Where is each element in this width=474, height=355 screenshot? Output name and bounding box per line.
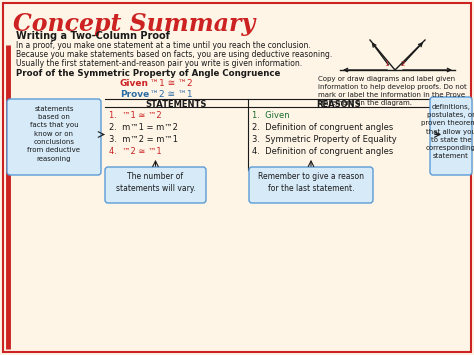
- Text: Copy or draw diagrams and label given
information to help develop proofs. Do not: Copy or draw diagrams and label given in…: [318, 76, 467, 106]
- Text: Proof of the Symmetric Property of Angle Congruence: Proof of the Symmetric Property of Angle…: [16, 69, 281, 78]
- Text: 3.  Symmetric Property of Equality: 3. Symmetric Property of Equality: [252, 135, 397, 144]
- Text: 2: 2: [401, 61, 405, 67]
- Text: REASONS: REASONS: [317, 100, 361, 109]
- Text: Remember to give a reason
for the last statement.: Remember to give a reason for the last s…: [258, 172, 364, 193]
- FancyBboxPatch shape: [105, 167, 206, 203]
- Text: Given: Given: [120, 79, 149, 88]
- Text: 4.  Definition of congruent angles: 4. Definition of congruent angles: [252, 147, 393, 156]
- Text: In a proof, you make one statement at a time until you reach the conclusion.: In a proof, you make one statement at a …: [16, 41, 311, 50]
- FancyBboxPatch shape: [430, 97, 472, 175]
- Text: 1.  ™1 ≅ ™2: 1. ™1 ≅ ™2: [109, 111, 162, 120]
- Text: 1: 1: [384, 61, 389, 67]
- Text: Writing a Two-Column Proof: Writing a Two-Column Proof: [16, 31, 170, 41]
- Text: 2.  Definition of congruent angles: 2. Definition of congruent angles: [252, 123, 393, 132]
- Text: 4.  ™2 ≅ ™1: 4. ™2 ≅ ™1: [109, 147, 162, 156]
- Text: The number of
statements will vary.: The number of statements will vary.: [116, 172, 195, 193]
- Text: statements
based on
facts that you
know or on
conclusions
from deductive
reasoni: statements based on facts that you know …: [27, 106, 81, 162]
- Text: 3.  m™2 = m™1: 3. m™2 = m™1: [109, 135, 178, 144]
- Text: Prove: Prove: [120, 90, 149, 99]
- Text: Because you make statements based on facts, you are using deductive reasoning.: Because you make statements based on fac…: [16, 50, 332, 59]
- FancyBboxPatch shape: [249, 167, 373, 203]
- Text: Concept Summary: Concept Summary: [13, 12, 255, 36]
- Text: 1.  Given: 1. Given: [252, 111, 290, 120]
- Text: Usually the first statement-and-reason pair you write is given information.: Usually the first statement-and-reason p…: [16, 59, 302, 68]
- Text: ™1 ≅ ™2: ™1 ≅ ™2: [150, 79, 192, 88]
- FancyBboxPatch shape: [7, 99, 101, 175]
- Text: 2.  m™1 = m™2: 2. m™1 = m™2: [109, 123, 178, 132]
- FancyBboxPatch shape: [3, 3, 471, 352]
- Text: }: }: [432, 118, 453, 151]
- Text: {: {: [84, 118, 105, 151]
- Text: definitions,
postulates, or
proven theorems
that allow you
to state the
correspo: definitions, postulates, or proven theor…: [421, 104, 474, 159]
- Text: ™2 ≅ ™1: ™2 ≅ ™1: [150, 90, 192, 99]
- Text: STATEMENTS: STATEMENTS: [146, 100, 207, 109]
